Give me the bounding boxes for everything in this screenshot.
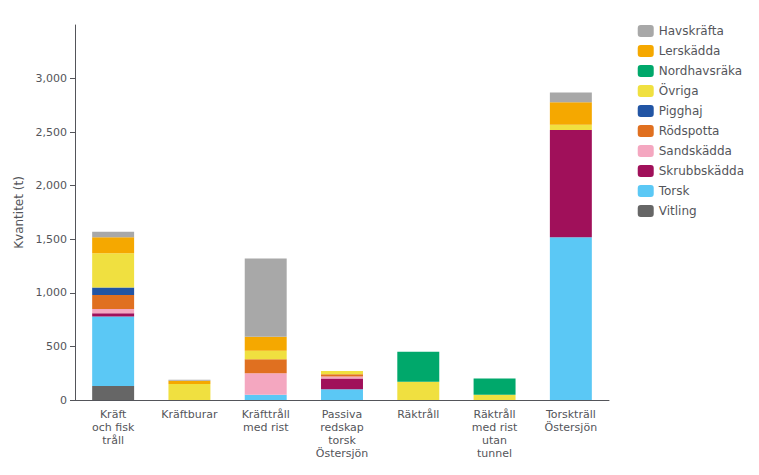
- svg-text:Räktråll: Räktråll: [397, 408, 439, 421]
- svg-text:0: 0: [60, 394, 67, 407]
- svg-text:Vitling: Vitling: [659, 204, 697, 218]
- svg-text:Passiva: Passiva: [322, 408, 363, 421]
- svg-text:Rödspotta: Rödspotta: [659, 124, 720, 138]
- svg-text:Skrubbskädda: Skrubbskädda: [659, 164, 744, 178]
- svg-text:med rist: med rist: [472, 421, 518, 434]
- svg-text:Torskträll: Torskträll: [545, 408, 596, 421]
- svg-text:Östersjön: Östersjön: [316, 447, 369, 460]
- svg-text:och fisk: och fisk: [92, 421, 135, 434]
- svg-text:Pigghaj: Pigghaj: [659, 104, 703, 118]
- svg-text:Kvantitet (t): Kvantitet (t): [12, 176, 26, 249]
- svg-text:Torsk: Torsk: [658, 184, 690, 198]
- svg-text:2,000: 2,000: [36, 179, 68, 192]
- svg-text:1,500: 1,500: [36, 233, 68, 246]
- svg-text:3,000: 3,000: [36, 72, 68, 85]
- svg-text:Nordhavsräka: Nordhavsräka: [659, 64, 742, 78]
- svg-text:Sandskädda: Sandskädda: [659, 144, 732, 158]
- svg-text:utan: utan: [482, 434, 507, 447]
- svg-text:Havskräfta: Havskräfta: [659, 24, 724, 38]
- svg-text:1,000: 1,000: [36, 286, 68, 299]
- svg-text:redskap: redskap: [320, 421, 364, 434]
- svg-text:Kräft: Kräft: [100, 408, 127, 421]
- svg-text:Räktråll: Räktråll: [473, 408, 515, 421]
- svg-text:Övriga: Övriga: [659, 82, 699, 98]
- svg-text:2,500: 2,500: [36, 126, 68, 139]
- svg-text:Lerskädda: Lerskädda: [659, 44, 721, 58]
- svg-text:med rist: med rist: [243, 421, 289, 434]
- svg-text:tråll: tråll: [102, 434, 124, 447]
- svg-text:Kräftburar: Kräftburar: [161, 408, 218, 421]
- svg-text:Kräfttråll: Kräfttråll: [242, 408, 290, 421]
- svg-text:tunnel: tunnel: [477, 447, 512, 460]
- svg-text:Östersjön: Östersjön: [545, 421, 598, 434]
- svg-text:500: 500: [46, 340, 67, 353]
- svg-text:torsk: torsk: [328, 434, 356, 447]
